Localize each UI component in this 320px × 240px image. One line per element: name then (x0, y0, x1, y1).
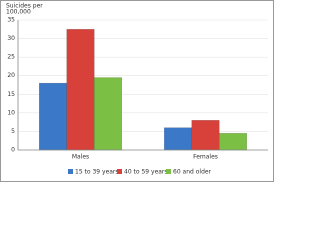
y-tick-label: 10 (7, 109, 15, 116)
bar (164, 127, 192, 151)
x-tick-label: Females (193, 154, 218, 161)
y-tick-label: 20 (7, 72, 15, 79)
y-axis-title: 100,000 (6, 9, 31, 16)
page: {"chart_data": {"type": "bar", "y_label"… (0, 0, 274, 182)
bar (39, 82, 67, 151)
y-tick-label: 25 (7, 54, 15, 61)
x-tick-label: Males (72, 154, 89, 161)
bar (219, 133, 247, 151)
legend-label: 15 to 39 years (75, 169, 119, 176)
legend-label: 60 and older (173, 169, 212, 176)
y-tick-label: 15 (7, 91, 15, 98)
y-tick-label: 0 (11, 147, 15, 154)
bar (66, 29, 95, 151)
chart: Suicides per 100,000 0 5 10 15 20 25 30 35 Males… (0, 0, 274, 182)
y-tick-label: 30 (7, 35, 15, 42)
legend-swatch (117, 169, 122, 174)
y-tick-label: 5 (11, 128, 15, 135)
bar (94, 77, 122, 151)
y-axis-title: Suicides per (6, 3, 43, 10)
legend-label: 40 to 59 years (124, 169, 168, 176)
bar (191, 120, 220, 151)
legend-swatch (166, 169, 171, 174)
y-tick-label: 35 (7, 17, 15, 24)
legend-swatch (68, 169, 73, 174)
